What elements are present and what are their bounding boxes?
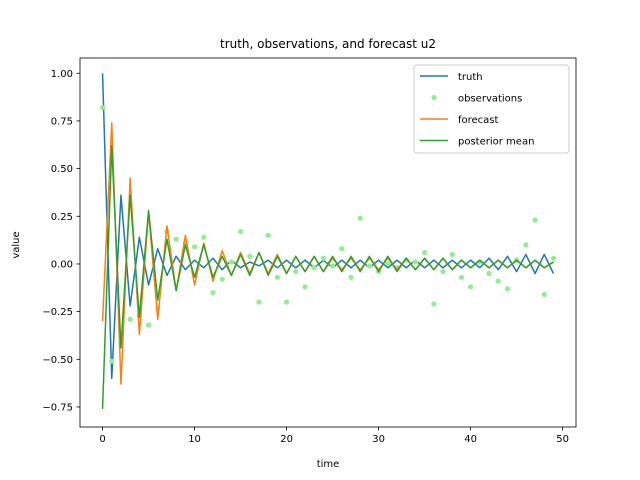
y-tick-label: 0.75 <box>51 116 73 127</box>
x-tick-label: 0 <box>99 434 105 445</box>
x-tick-label: 40 <box>464 434 477 445</box>
observations-point <box>348 274 354 280</box>
observations-point <box>339 246 345 252</box>
observations-point <box>486 270 492 277</box>
observations-point <box>210 289 216 296</box>
observations-point <box>228 259 234 265</box>
observations-point <box>422 249 428 256</box>
observations-point <box>311 265 317 271</box>
legend-label: observations <box>458 94 522 105</box>
x-axis-label: time <box>317 459 340 470</box>
y-tick-label: −0.50 <box>42 355 73 366</box>
observations-point <box>191 244 198 250</box>
x-tick-label: 30 <box>372 434 385 445</box>
observations-point <box>173 236 179 242</box>
observations-point <box>265 232 271 238</box>
observations-point <box>201 234 207 240</box>
observations-point <box>523 242 529 248</box>
observations-point <box>109 358 115 364</box>
observations-point <box>320 255 326 261</box>
observations-point <box>237 228 244 235</box>
posterior-mean-line <box>101 144 554 409</box>
y-tick-label: −0.75 <box>42 402 73 413</box>
x-tick-label: 10 <box>188 434 201 445</box>
observations-point <box>274 274 280 280</box>
legend-label: posterior mean <box>458 137 534 148</box>
y-tick-label: 0.50 <box>51 164 73 175</box>
observations-point <box>357 215 363 221</box>
observations-point <box>532 217 538 223</box>
observations-point <box>495 278 501 284</box>
observations-point <box>302 284 308 290</box>
observations-point <box>293 268 299 275</box>
observations-point <box>366 263 373 269</box>
observations-point <box>283 299 290 305</box>
observations-point <box>541 291 547 298</box>
y-tick-label: −0.25 <box>42 307 73 318</box>
observations-point <box>504 286 511 292</box>
y-tick-label: 0.00 <box>51 259 73 270</box>
observations-point <box>99 104 106 111</box>
observations-point <box>219 276 225 282</box>
observations-point <box>550 255 557 261</box>
legend-box <box>413 64 570 154</box>
observations-point <box>458 274 465 280</box>
chart-title: truth, observations, and forecast u2 <box>220 37 436 51</box>
legend: truth observations forecast posterior mean <box>413 64 570 154</box>
observations-point <box>247 253 253 259</box>
observations-point <box>145 322 152 328</box>
y-axis-label: value <box>11 231 22 258</box>
observations-point <box>440 268 446 275</box>
plot-area: 0 10 20 30 40 50 −0.75 −0.50 −0.25 0.00 0.25 0.50 0.… <box>42 57 577 445</box>
observations-point <box>449 251 455 258</box>
legend-marker <box>431 94 437 101</box>
observations-point <box>412 259 419 265</box>
observations-point <box>330 263 336 269</box>
observations-point <box>127 316 133 322</box>
axes-frame <box>79 57 577 428</box>
observations-point <box>431 301 437 307</box>
y-tick-label: 0.25 <box>51 212 73 223</box>
observations-point <box>256 299 262 305</box>
y-tick-label: 1.00 <box>51 69 73 80</box>
observations-point <box>468 284 474 290</box>
legend-label: forecast <box>458 115 499 126</box>
observations-point <box>385 261 391 267</box>
x-tick-label: 50 <box>556 434 569 445</box>
legend-label: truth <box>458 72 483 83</box>
x-tick-label: 20 <box>280 434 293 445</box>
